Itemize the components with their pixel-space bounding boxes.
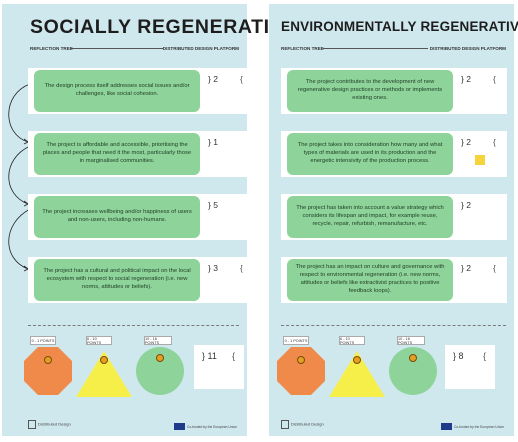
brace: {	[232, 351, 236, 361]
distributed-design-logo: Distributed Design	[281, 420, 324, 429]
score: } 2	[461, 74, 471, 84]
points-tag-mid: 6 - 10 POINTS	[339, 336, 365, 345]
face-icon	[156, 354, 164, 362]
total-score: } 8	[453, 351, 464, 361]
points-tag-high: 10 - 16 POINTS	[397, 336, 425, 345]
brace: {	[240, 74, 243, 84]
connector-arrows	[8, 83, 31, 272]
criterion-row-1[interactable]: The project contributes to the developme…	[281, 68, 507, 114]
face-icon	[409, 354, 417, 362]
platform-label: DISTRIBUTED DESIGN PLATFORM	[162, 46, 239, 51]
brace: {	[493, 263, 496, 273]
divider	[70, 48, 163, 49]
face-icon	[353, 356, 361, 364]
circle-shape	[136, 347, 184, 395]
total-score-box: } 8 {	[445, 345, 495, 389]
subtitle-row: REFLECTION TREE DISTRIBUTED DESIGN PLATF…	[30, 46, 239, 56]
criterion-row-1[interactable]: The design process itself addresses soci…	[28, 68, 254, 114]
triangle-shape	[329, 351, 385, 397]
criterion-card[interactable]: The project increases wellbeing and/or h…	[34, 196, 200, 238]
points-tag-mid: 6 - 10 POINTS	[86, 336, 112, 345]
subtitle-row: REFLECTION TREE DISTRIBUTED DESIGN PLATF…	[281, 46, 506, 56]
criterion-card[interactable]: The project has an impact on culture and…	[287, 259, 453, 301]
criterion-row-4[interactable]: The project has a cultural and political…	[28, 257, 254, 303]
total-score: } 11	[202, 351, 217, 361]
score: } 2	[461, 263, 471, 273]
face-icon	[100, 356, 108, 364]
eu-funding-badge: Co-funded by the European Union	[440, 423, 504, 430]
eu-funding-badge: Co-funded by the European Union	[173, 423, 237, 430]
brace: {	[493, 137, 496, 147]
criterion-card[interactable]: The project has a cultural and political…	[34, 259, 200, 301]
score: } 2	[461, 200, 471, 210]
criterion-row-3[interactable]: The project increases wellbeing and/or h…	[28, 194, 254, 240]
panel-title: SOCIALLY REGENERATIVE	[30, 16, 297, 38]
platform-label: DISTRIBUTED DESIGN PLATFORM	[429, 46, 506, 51]
divider	[323, 48, 428, 49]
score: } 3	[208, 263, 218, 273]
criterion-row-2[interactable]: The project takes into consideration how…	[281, 131, 507, 177]
score: } 5	[208, 200, 218, 210]
points-tag-high: 10 - 16 POINTS	[144, 336, 172, 345]
reflection-tree-label: REFLECTION TREE	[281, 46, 324, 51]
criterion-row-4[interactable]: The project has an impact on culture and…	[281, 257, 507, 303]
dashed-divider	[281, 325, 506, 326]
sticky-note[interactable]	[475, 155, 485, 165]
eu-flag-icon	[173, 423, 185, 430]
octagon-shape	[24, 347, 72, 395]
points-tag-low: 0 - 1 POINTS	[30, 336, 56, 345]
criterion-card[interactable]: The project has taken into account a val…	[287, 196, 453, 238]
brace: {	[493, 74, 496, 84]
reflection-tree-label: REFLECTION TREE	[30, 46, 73, 51]
score: } 1	[208, 137, 218, 147]
logo-icon	[28, 420, 36, 429]
triangle-shape	[76, 351, 132, 397]
score: } 2	[461, 137, 471, 147]
distributed-design-logo: Distributed Design	[28, 420, 71, 429]
dashed-divider	[28, 325, 239, 326]
points-tag-low: 0 - 1 POINTS	[283, 336, 309, 345]
criterion-card[interactable]: The project contributes to the developme…	[287, 70, 453, 112]
total-score-box: } 11 {	[194, 345, 244, 389]
panel-title: ENVIRONMENTALLY REGENERATIVE	[281, 19, 518, 34]
score: } 2	[208, 74, 218, 84]
criterion-card[interactable]: The project is affordable and accessible…	[34, 133, 200, 175]
circle-shape	[389, 347, 437, 395]
logo-icon	[281, 420, 289, 429]
octagon-shape	[277, 347, 325, 395]
brace: {	[483, 351, 487, 361]
eu-flag-icon	[440, 423, 452, 430]
brace: {	[240, 263, 243, 273]
criterion-row-2[interactable]: The project is affordable and accessible…	[28, 131, 254, 177]
socially-regenerative-panel: SOCIALLY REGENERATIVE REFLECTION TREE DI…	[2, 4, 296, 436]
criterion-card[interactable]: The project takes into consideration how…	[287, 133, 453, 175]
criterion-row-3[interactable]: The project has taken into account a val…	[281, 194, 507, 240]
face-icon	[44, 356, 52, 364]
face-icon	[297, 356, 305, 364]
environmentally-regenerative-panel: ENVIRONMENTALLY REGENERATIVE REFLECTION …	[269, 4, 518, 436]
criterion-card[interactable]: The design process itself addresses soci…	[34, 70, 200, 112]
